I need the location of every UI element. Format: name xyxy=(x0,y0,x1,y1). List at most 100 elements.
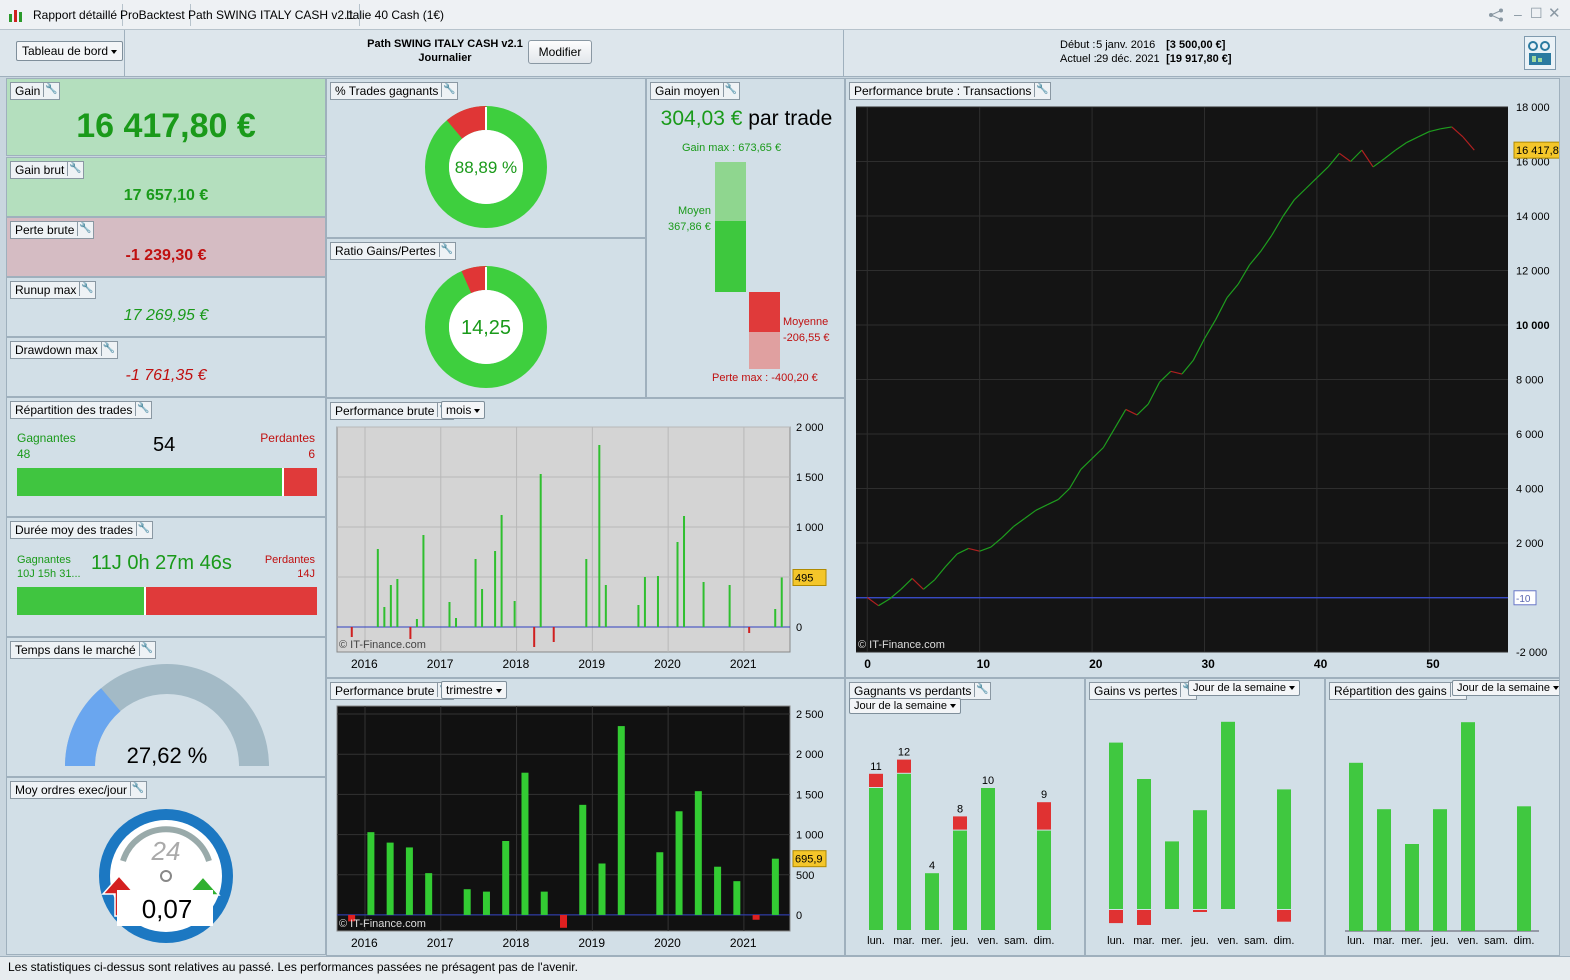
close-icon[interactable]: ✕ xyxy=(1548,5,1561,22)
quarterly-period-dropdown[interactable]: trimestre xyxy=(441,681,507,699)
equity-segment xyxy=(1147,381,1161,405)
equity-segment xyxy=(1215,297,1228,320)
gross-loss-title[interactable]: Perte brute 🔧 xyxy=(10,221,95,239)
dashboard-dropdown[interactable]: Tableau de bord xyxy=(16,41,124,61)
period-label: Journalier xyxy=(418,52,472,64)
x-tick-label: 2021 xyxy=(730,657,757,671)
winloss-days-title[interactable]: Gagnants vs perdants 🔧 xyxy=(849,682,992,700)
duration-title[interactable]: Durée moy des trades 🔧 xyxy=(10,521,154,539)
monthly-title[interactable]: Performance brute🔧 xyxy=(330,402,455,420)
gross-gain-panel: Gain brut 🔧 17 657,10 € xyxy=(6,157,326,217)
x-tick-label: 40 xyxy=(1314,657,1328,671)
y-tick-label: 6 000 xyxy=(1516,429,1544,441)
wrench-icon[interactable]: 🔧 xyxy=(722,83,737,97)
x-tick-label: 2020 xyxy=(654,657,681,671)
minimize-icon[interactable]: ‒ xyxy=(1514,6,1522,22)
winloss-days-period-label: Jour de la semaine xyxy=(854,700,947,712)
current-capital: [19 917,80 €] xyxy=(1166,53,1232,65)
share-icon[interactable] xyxy=(1488,8,1504,22)
ratio-title[interactable]: Ratio Gains/Pertes 🔧 xyxy=(330,242,456,260)
market-time-title[interactable]: Temps dans le marché 🔧 xyxy=(10,641,156,659)
last-value-tag xyxy=(792,850,827,868)
loss-bar xyxy=(1137,910,1151,925)
quarterly-period-label: trimestre xyxy=(446,683,493,697)
chevron-down-icon xyxy=(1552,686,1559,691)
day-label: dim. xyxy=(1514,935,1535,947)
wrench-icon[interactable]: 🔧 xyxy=(135,402,150,416)
x-tick-label: 30 xyxy=(1201,657,1215,671)
wrench-icon[interactable]: 🔧 xyxy=(1034,83,1049,97)
winning-pct-title[interactable]: % Trades gagnants 🔧 xyxy=(330,82,459,100)
wrench-icon[interactable]: 🔧 xyxy=(138,642,153,656)
wrench-icon[interactable]: 🔧 xyxy=(974,683,989,697)
winning-pct-title-label: % Trades gagnants xyxy=(335,84,439,98)
bar xyxy=(683,516,686,627)
winloss-days-period-dropdown[interactable]: Jour de la semaine xyxy=(849,698,961,714)
equity-segment xyxy=(1024,509,1037,519)
duration-panel: Durée moy des trades 🔧 Gagnantes 10J 15h … xyxy=(6,517,326,637)
wrench-icon[interactable]: 🔧 xyxy=(136,522,151,536)
wrench-icon[interactable]: 🔧 xyxy=(438,243,453,257)
wrench-icon[interactable]: 🔧 xyxy=(130,782,145,796)
wrench-icon[interactable]: 🔧 xyxy=(43,83,58,97)
monthly-period-dropdown[interactable]: mois xyxy=(441,401,486,419)
drawdown-title-label: Drawdown max xyxy=(15,343,98,357)
equity-segment xyxy=(1293,188,1307,201)
last-value-tag xyxy=(1513,141,1559,159)
bar xyxy=(415,619,418,627)
bar xyxy=(386,842,394,915)
equity-title-label: Performance brute : Transactions xyxy=(854,84,1032,98)
watermark: © IT-Finance.com xyxy=(339,639,426,651)
gains-dist-title[interactable]: Répartition des gains🔧 xyxy=(1329,682,1467,700)
orders-title[interactable]: Moy ordres exec/jour 🔧 xyxy=(10,781,148,799)
bar xyxy=(422,535,425,627)
bar xyxy=(539,474,542,627)
gross-loss-value: -1 239,30 € xyxy=(125,247,207,264)
equity-title[interactable]: Performance brute : Transactions 🔧 xyxy=(849,82,1052,100)
maximize-icon[interactable]: ☐ xyxy=(1530,5,1543,21)
wrench-icon[interactable]: 🔧 xyxy=(79,282,94,296)
runup-title[interactable]: Runup max 🔧 xyxy=(10,281,97,299)
gross-gain-title[interactable]: Gain brut 🔧 xyxy=(10,161,85,179)
gain-title[interactable]: Gain 🔧 xyxy=(10,82,61,100)
wrench-icon[interactable]: 🔧 xyxy=(67,162,82,176)
wrench-icon[interactable]: 🔧 xyxy=(441,83,456,97)
modify-button[interactable]: Modifier xyxy=(528,40,592,64)
max-gain-label: Gain max : 673,65 € xyxy=(682,142,782,154)
bar xyxy=(656,852,664,915)
avg-gain-title[interactable]: Gain moyen 🔧 xyxy=(650,82,740,100)
ratio-donut xyxy=(425,266,547,388)
bar xyxy=(448,602,451,627)
gains-dist-period-dropdown[interactable]: Jour de la semaine xyxy=(1452,680,1559,696)
distribution-title[interactable]: Répartition des trades 🔧 xyxy=(10,401,153,419)
tab-probacktest[interactable]: ProBacktest xyxy=(115,4,191,26)
day-label: jeu. xyxy=(1190,935,1209,947)
orders-panel: Moy ordres exec/jour 🔧 24 0,07 xyxy=(6,777,326,955)
bar xyxy=(500,515,503,627)
tab-strategy[interactable]: Path SWING ITALY CASH v2.1 xyxy=(183,4,361,26)
wrench-icon[interactable]: 🔧 xyxy=(100,342,115,356)
drawdown-title[interactable]: Drawdown max 🔧 xyxy=(10,341,118,359)
tab-instrument[interactable]: Italie 40 Cash (1€) xyxy=(346,8,445,22)
gain-bar xyxy=(1461,722,1475,931)
y-tick-label: 1 000 xyxy=(796,522,824,534)
winners-label: Gagnantes xyxy=(17,431,76,445)
equity-segment xyxy=(1462,136,1475,151)
losers-label: Perdantes xyxy=(260,431,315,445)
gain-bar xyxy=(1349,762,1363,931)
x-tick-label: 2018 xyxy=(503,936,530,950)
day-label: lun. xyxy=(867,935,885,947)
y-tick-label: 1 500 xyxy=(796,789,824,801)
tab-rapport-detaille[interactable]: Rapport détaillé xyxy=(28,4,124,26)
bar xyxy=(405,847,413,915)
duration-win-value: 10J 15h 31... xyxy=(17,568,81,580)
report-icon[interactable] xyxy=(1524,36,1556,70)
gain-bar xyxy=(1517,806,1531,931)
watermark: © IT-Finance.com xyxy=(858,639,945,651)
wrench-icon[interactable]: 🔧 xyxy=(77,222,92,236)
gains-days-period-dropdown[interactable]: Jour de la semaine xyxy=(1188,680,1300,696)
bar xyxy=(774,609,777,627)
equity-segment xyxy=(1114,409,1127,429)
loss-bar xyxy=(897,759,911,773)
